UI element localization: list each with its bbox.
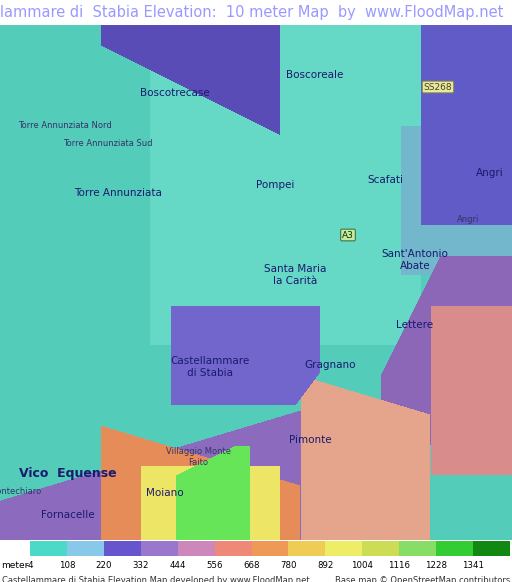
Text: Torre Annunziata: Torre Annunziata [74,188,162,198]
Bar [215,541,251,556]
Text: Moiano: Moiano [146,488,184,498]
Text: 444: 444 [169,560,186,570]
Bar [362,541,399,556]
Text: Angri: Angri [476,168,504,178]
Text: Angri: Angri [457,215,479,225]
Text: 892: 892 [317,560,334,570]
Text: SS268: SS268 [424,83,452,91]
Text: 556: 556 [206,560,223,570]
Text: 1116: 1116 [388,560,410,570]
Bar [141,541,178,556]
Bar [436,541,473,556]
Text: Boscotrecase: Boscotrecase [140,88,210,98]
Text: Boscoreale: Boscoreale [286,70,344,80]
Text: 220: 220 [96,560,112,570]
Text: 1004: 1004 [351,560,373,570]
Text: Torre Annunziata Nord: Torre Annunziata Nord [18,120,112,130]
Text: 332: 332 [133,560,149,570]
Text: Scafati: Scafati [367,175,403,185]
Text: Vico  Equense: Vico Equense [19,467,117,480]
Bar [288,541,326,556]
Text: A3: A3 [342,230,354,240]
Bar [178,541,215,556]
Text: 668: 668 [243,560,260,570]
Text: 1228: 1228 [425,560,447,570]
Text: Castellammare di Stabia Elevation Map developed by www.FloodMap.net: Castellammare di Stabia Elevation Map de… [2,576,310,582]
Text: Villaggio Monte
Faito: Villaggio Monte Faito [165,448,230,467]
Text: Lettere: Lettere [396,320,434,330]
Text: Sant'Antonio
Abate: Sant'Antonio Abate [381,249,449,271]
Text: -4: -4 [26,560,34,570]
Text: Santa Maria
la Carità: Santa Maria la Carità [264,264,326,286]
Bar [104,541,141,556]
Bar [251,541,288,556]
Text: Pimonte: Pimonte [289,435,331,445]
Text: Fornacelle: Fornacelle [41,510,95,520]
Text: meter: meter [1,560,28,570]
Bar [473,541,510,556]
Text: Montechiaro: Montechiaro [0,488,41,496]
Text: 780: 780 [280,560,297,570]
Bar [326,541,362,556]
Text: 108: 108 [59,560,75,570]
Text: Castellammare di  Stabia Elevation:  10 meter Map  by  www.FloodMap.net  (beta): Castellammare di Stabia Elevation: 10 me… [0,5,512,20]
Text: Gragnano: Gragnano [304,360,356,370]
Text: 1341: 1341 [462,560,484,570]
Text: Pompei: Pompei [256,180,294,190]
Text: Torre Annunziata Sud: Torre Annunziata Sud [63,139,153,147]
Text: Base map © OpenStreetMap contributors: Base map © OpenStreetMap contributors [335,576,510,582]
Text: Castellammare
di Stabia: Castellammare di Stabia [170,356,250,378]
Bar [30,541,67,556]
Bar [399,541,436,556]
Bar [67,541,104,556]
